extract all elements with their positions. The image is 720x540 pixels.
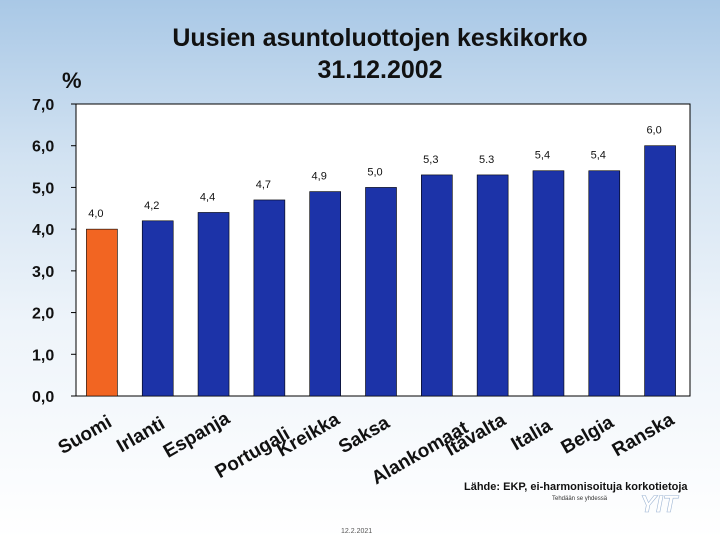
x-tick-label: Italia — [508, 415, 556, 455]
bar-irlanti — [141, 220, 174, 397]
y-axis: 0,0 1,0 2,0 3,0 4,0 5,0 6,0 7,0 — [32, 97, 76, 406]
bar-ranska — [644, 145, 676, 397]
chart-title-line1: Uusien asuntoluottojen keskikorko — [172, 24, 588, 52]
y-tick-label: 3,0 — [32, 264, 54, 281]
bars: 4,0 4,2 4,4 4,7 4,9 5,0 5,3 5.3 5,4 5,4 6,0 — [86, 125, 676, 397]
chart-title-line2: 31.12.2002 — [317, 56, 443, 84]
slogan: Tehdään se yhdessä — [552, 496, 608, 502]
x-tick-label: Belgia — [558, 412, 618, 459]
y-tick-label: 1,0 — [32, 347, 54, 364]
y-tick-label: 4,0 — [32, 222, 54, 239]
source-note: Lähde: EKP, ei-harmonisoituja korkotieto… — [464, 481, 688, 493]
bar-saksa — [365, 187, 397, 397]
data-label: 5,3 — [423, 154, 438, 166]
x-tick-label: Espanja — [160, 408, 234, 463]
x-tick-label: Saksa — [335, 412, 393, 458]
bar-suomi — [86, 228, 118, 397]
bar-alankomaat — [421, 174, 453, 397]
data-label: 4,4 — [200, 191, 215, 203]
y-tick-label: 6,0 — [32, 139, 54, 156]
x-axis: SuomiIrlantiEspanjaPortugaliKreikkaSaksa… — [55, 408, 678, 490]
data-label: 5.3 — [479, 154, 494, 166]
data-label: 4,9 — [312, 171, 327, 183]
y-axis-unit: % — [62, 68, 82, 93]
x-tick-label: Ranska — [609, 409, 678, 461]
bar-portugali — [253, 199, 286, 397]
data-label: 5,0 — [367, 166, 382, 178]
y-tick-label: 7,0 — [32, 97, 54, 114]
bar-kreikka — [309, 191, 341, 397]
y-tick-label: 5,0 — [32, 180, 54, 197]
data-label: 4,2 — [144, 200, 159, 212]
yit-logo: YIT — [640, 492, 680, 514]
bar-italia — [532, 170, 565, 397]
bar-espanja — [197, 212, 230, 397]
y-tick-label: 0,0 — [32, 389, 54, 406]
data-label: 6,0 — [646, 125, 661, 137]
data-label: 5,4 — [591, 150, 606, 162]
x-tick-label: Irlanti — [113, 413, 168, 457]
data-label: 4,7 — [256, 179, 271, 191]
x-tick-label: Suomi — [55, 412, 116, 459]
bar-itävalta — [476, 174, 509, 397]
data-label: 5,4 — [535, 150, 550, 162]
bar-belgia — [588, 170, 621, 397]
y-tick-label: 2,0 — [32, 306, 54, 323]
chart-title: Uusien asuntoluottojen keskikorko 31.12.… — [0, 22, 720, 86]
svg-text:YIT: YIT — [640, 492, 680, 514]
footer-date: 12.2.2021 — [341, 528, 373, 535]
data-label: 4,0 — [88, 208, 103, 220]
